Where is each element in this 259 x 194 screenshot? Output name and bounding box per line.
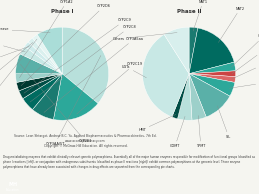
Text: MH: MH bbox=[8, 182, 18, 187]
Text: UGTs: UGTs bbox=[122, 65, 146, 78]
Wedge shape bbox=[25, 42, 62, 74]
Wedge shape bbox=[189, 62, 235, 74]
Wedge shape bbox=[53, 74, 98, 120]
Wedge shape bbox=[189, 71, 236, 77]
Wedge shape bbox=[164, 27, 189, 74]
Text: ADH: ADH bbox=[0, 42, 33, 78]
Title: Phase II: Phase II bbox=[177, 10, 201, 14]
Text: HMT: HMT bbox=[139, 114, 176, 132]
Wedge shape bbox=[28, 38, 62, 74]
Text: ALDH: ALDH bbox=[0, 39, 37, 94]
Text: SIL: SIL bbox=[217, 106, 231, 139]
Wedge shape bbox=[16, 74, 62, 82]
Wedge shape bbox=[62, 27, 109, 103]
Title: Phase I: Phase I bbox=[51, 10, 73, 14]
Wedge shape bbox=[142, 34, 189, 117]
Wedge shape bbox=[16, 74, 62, 91]
Text: Source: Leon Shtargot, Andrew B.C. Yu. Applied Biopharmaceutics & Pharmacokineti: Source: Leon Shtargot, Andrew B.C. Yu. A… bbox=[14, 134, 157, 148]
Wedge shape bbox=[189, 74, 230, 117]
Text: Others: Others bbox=[0, 42, 25, 52]
Text: COMT: COMT bbox=[170, 116, 185, 148]
Wedge shape bbox=[23, 74, 62, 110]
Wedge shape bbox=[172, 74, 189, 119]
Wedge shape bbox=[32, 34, 62, 74]
Wedge shape bbox=[189, 28, 234, 74]
Text: NQO1: NQO1 bbox=[0, 46, 29, 62]
Text: CYP2C9: CYP2C9 bbox=[24, 18, 132, 93]
Text: GST-A: GST-A bbox=[229, 81, 259, 88]
Wedge shape bbox=[19, 74, 62, 99]
Text: CYP1A2: CYP1A2 bbox=[19, 0, 74, 78]
Text: CYP2C8: CYP2C8 bbox=[30, 25, 136, 102]
Text: NAT2: NAT2 bbox=[218, 7, 245, 42]
Text: CYP2D6: CYP2D6 bbox=[21, 4, 111, 86]
Wedge shape bbox=[20, 46, 62, 74]
Text: CYP2E1: CYP2E1 bbox=[20, 64, 92, 143]
Text: CYP3A5aa: CYP3A5aa bbox=[44, 37, 143, 113]
Text: GST-P: GST-P bbox=[232, 62, 259, 79]
Wedge shape bbox=[37, 27, 62, 74]
Wedge shape bbox=[189, 27, 198, 74]
Text: Others: Others bbox=[113, 33, 177, 41]
Wedge shape bbox=[189, 74, 206, 120]
Wedge shape bbox=[189, 74, 235, 96]
Wedge shape bbox=[189, 74, 235, 82]
Text: NAT1: NAT1 bbox=[193, 0, 208, 31]
Text: GST-M: GST-M bbox=[231, 35, 259, 67]
Text: Education: Education bbox=[6, 188, 20, 192]
Text: CYP2C19: CYP2C19 bbox=[77, 62, 142, 114]
Text: GST-T: GST-T bbox=[232, 48, 259, 74]
Text: Esterase: Esterase bbox=[0, 28, 50, 33]
Text: Drug-metabolizing enzymes that exhibit clinically relevant genetic polymorphisms: Drug-metabolizing enzymes that exhibit c… bbox=[3, 155, 255, 169]
Text: CYP3AA/5T: CYP3AA/5T bbox=[46, 55, 101, 146]
Wedge shape bbox=[16, 54, 62, 74]
Wedge shape bbox=[32, 74, 62, 120]
Text: TPMT: TPMT bbox=[196, 115, 205, 148]
Wedge shape bbox=[177, 74, 192, 120]
